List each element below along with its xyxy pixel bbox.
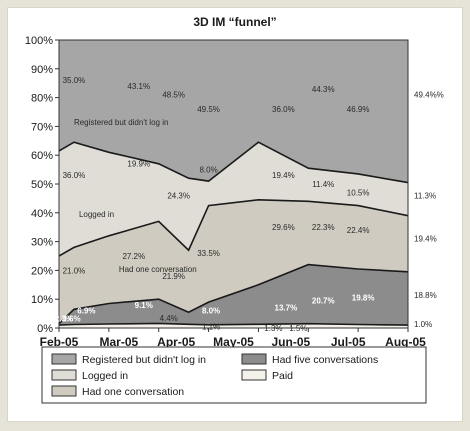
chart-frame: 3D IM “funnel” 0% 10% 20% 30% 40% 50% 60% 70% 80… <box>7 7 463 422</box>
data-label: 20.7% <box>312 297 335 306</box>
data-label: 36.0% <box>63 171 86 180</box>
data-label: 6.9% <box>77 307 95 316</box>
legend-swatch <box>241 353 267 365</box>
x-tick-label: Feb-05 <box>40 335 79 349</box>
data-label: 49.5% <box>197 105 220 114</box>
data-label: 46.9% <box>347 105 370 114</box>
legend-label: Had one conversation <box>82 386 184 398</box>
legend-swatch <box>51 385 77 397</box>
boundary-one-conversation <box>58 198 409 257</box>
data-label: Had one conversation <box>119 265 197 274</box>
data-label: 19.9% <box>127 160 150 169</box>
data-label: 8.0% <box>202 307 220 316</box>
area-layers <box>58 39 409 329</box>
data-label: 24.3% <box>167 191 190 200</box>
data-label: Registered but didn't log in <box>74 118 168 127</box>
legend: Registered but didn't log in Had five con… <box>41 346 427 404</box>
data-label: 13.7% <box>275 304 298 313</box>
data-label: 21.9% <box>162 272 185 281</box>
x-tick-label: Jun-05 <box>271 335 310 349</box>
x-tick-label: Jul-05 <box>331 335 366 349</box>
area-logged-in <box>59 142 408 256</box>
y-tick-label: 60% <box>31 150 53 162</box>
data-label: 10.5% <box>347 189 370 198</box>
data-label: 19.8% <box>352 294 375 303</box>
y-axis: 0% 10% 20% 30% 40% 50% 60% 70% 80% 90% 100% <box>25 35 59 335</box>
stacked-area-chart: 3D IM “funnel” 0% 10% 20% 30% 40% 50% 60% 70% 80… <box>25 15 444 404</box>
data-label: 33.5% <box>197 249 220 258</box>
data-label: 1.0% <box>414 320 432 329</box>
area-had-one-conversation <box>59 199 408 324</box>
legend-label: Registered but didn't log in <box>82 354 206 366</box>
data-label: Logged in <box>79 210 114 219</box>
data-label: 2.3% <box>55 315 73 324</box>
x-tick-label: Aug-05 <box>385 335 426 349</box>
legend-label: Paid <box>272 370 293 382</box>
boundary-five-conversations <box>58 263 409 325</box>
data-label: 11.4% <box>312 180 334 189</box>
x-tick-label: Mar-05 <box>99 335 138 349</box>
legend-swatch <box>51 353 77 365</box>
x-tick-label: May-05 <box>213 335 254 349</box>
area-had-five-conversations <box>59 264 408 326</box>
data-label: 19.4% <box>414 235 437 244</box>
y-tick-label: 0% <box>37 323 53 335</box>
data-label: 1.3% <box>264 324 282 333</box>
data-label: 49.4%% <box>414 91 444 100</box>
data-label: 19.4% <box>272 171 295 180</box>
chart-title: 3D IM “funnel” <box>193 15 276 29</box>
data-labels: 35.0% 43.1% 48.5% 49.5% 36.0% 44.3% 46.9% 49.4%… <box>55 76 444 333</box>
data-label: 4.6% <box>62 315 80 324</box>
legend-swatch <box>241 369 267 381</box>
data-label: 36.0% <box>272 105 295 114</box>
data-label: 22.3% <box>312 223 335 232</box>
y-tick-label: 90% <box>31 64 53 76</box>
y-tick-label: 80% <box>31 93 53 105</box>
data-label: 22.4% <box>347 226 370 235</box>
data-label: 8.0% <box>199 165 217 174</box>
data-label: 35.0% <box>63 76 86 85</box>
legend-box <box>41 346 427 404</box>
y-tick-label: 100% <box>25 35 53 47</box>
data-label: 1.1% <box>202 322 220 331</box>
y-tick-label: 40% <box>31 208 53 220</box>
data-label: 48.5% <box>162 91 185 100</box>
data-label: 9.1% <box>135 301 153 310</box>
data-label: 21.0% <box>63 266 86 275</box>
legend-swatch <box>51 369 77 381</box>
y-tick-label: 50% <box>31 179 53 191</box>
data-label: 27.2% <box>122 252 145 261</box>
data-label: 11.3% <box>414 191 436 200</box>
data-label: 4.4% <box>160 314 178 323</box>
data-label: 43.1% <box>127 82 150 91</box>
y-tick-label: 10% <box>31 294 53 306</box>
y-tick-label: 20% <box>31 265 53 277</box>
legend-label: Had five conversations <box>272 354 378 366</box>
x-tick-label: Apr-05 <box>157 335 195 349</box>
data-label: 44.3% <box>312 85 335 94</box>
data-label: 18.8% <box>414 291 437 300</box>
data-label: 29.6% <box>272 223 295 232</box>
boundary-paid <box>58 322 409 326</box>
y-tick-label: 70% <box>31 121 53 133</box>
x-axis: Feb-05 Mar-05 Apr-05 May-05 Jun-05 Jul-05 Aug-… <box>40 328 426 349</box>
y-tick-label: 30% <box>31 237 53 249</box>
data-label: 1.5% <box>289 324 307 333</box>
legend-label: Logged in <box>82 370 128 382</box>
boundary-logged-in <box>58 141 409 184</box>
